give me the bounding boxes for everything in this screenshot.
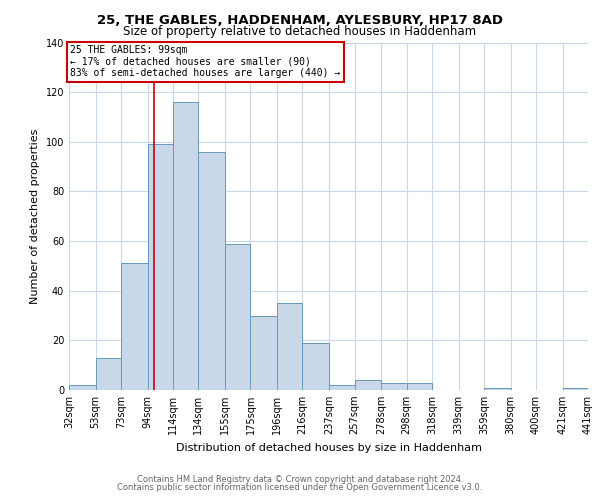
Bar bbox=[121, 264, 148, 390]
Bar bbox=[381, 382, 407, 390]
Bar bbox=[355, 380, 381, 390]
Bar bbox=[225, 244, 250, 390]
Bar bbox=[95, 358, 121, 390]
Bar bbox=[407, 382, 432, 390]
Bar bbox=[69, 385, 95, 390]
Text: Contains public sector information licensed under the Open Government Licence v3: Contains public sector information licen… bbox=[118, 484, 482, 492]
Text: 25, THE GABLES, HADDENHAM, AYLESBURY, HP17 8AD: 25, THE GABLES, HADDENHAM, AYLESBURY, HP… bbox=[97, 14, 503, 27]
Bar bbox=[329, 385, 355, 390]
Bar bbox=[199, 152, 225, 390]
Bar bbox=[173, 102, 199, 390]
Bar bbox=[484, 388, 511, 390]
Bar bbox=[563, 388, 588, 390]
Text: Contains HM Land Registry data © Crown copyright and database right 2024.: Contains HM Land Registry data © Crown c… bbox=[137, 475, 463, 484]
X-axis label: Distribution of detached houses by size in Haddenham: Distribution of detached houses by size … bbox=[176, 442, 482, 452]
Bar bbox=[250, 316, 277, 390]
Text: Size of property relative to detached houses in Haddenham: Size of property relative to detached ho… bbox=[124, 25, 476, 38]
Bar bbox=[302, 343, 329, 390]
Text: 25 THE GABLES: 99sqm
← 17% of detached houses are smaller (90)
83% of semi-detac: 25 THE GABLES: 99sqm ← 17% of detached h… bbox=[70, 45, 341, 78]
Bar bbox=[148, 144, 173, 390]
Bar bbox=[277, 303, 302, 390]
Y-axis label: Number of detached properties: Number of detached properties bbox=[30, 128, 40, 304]
